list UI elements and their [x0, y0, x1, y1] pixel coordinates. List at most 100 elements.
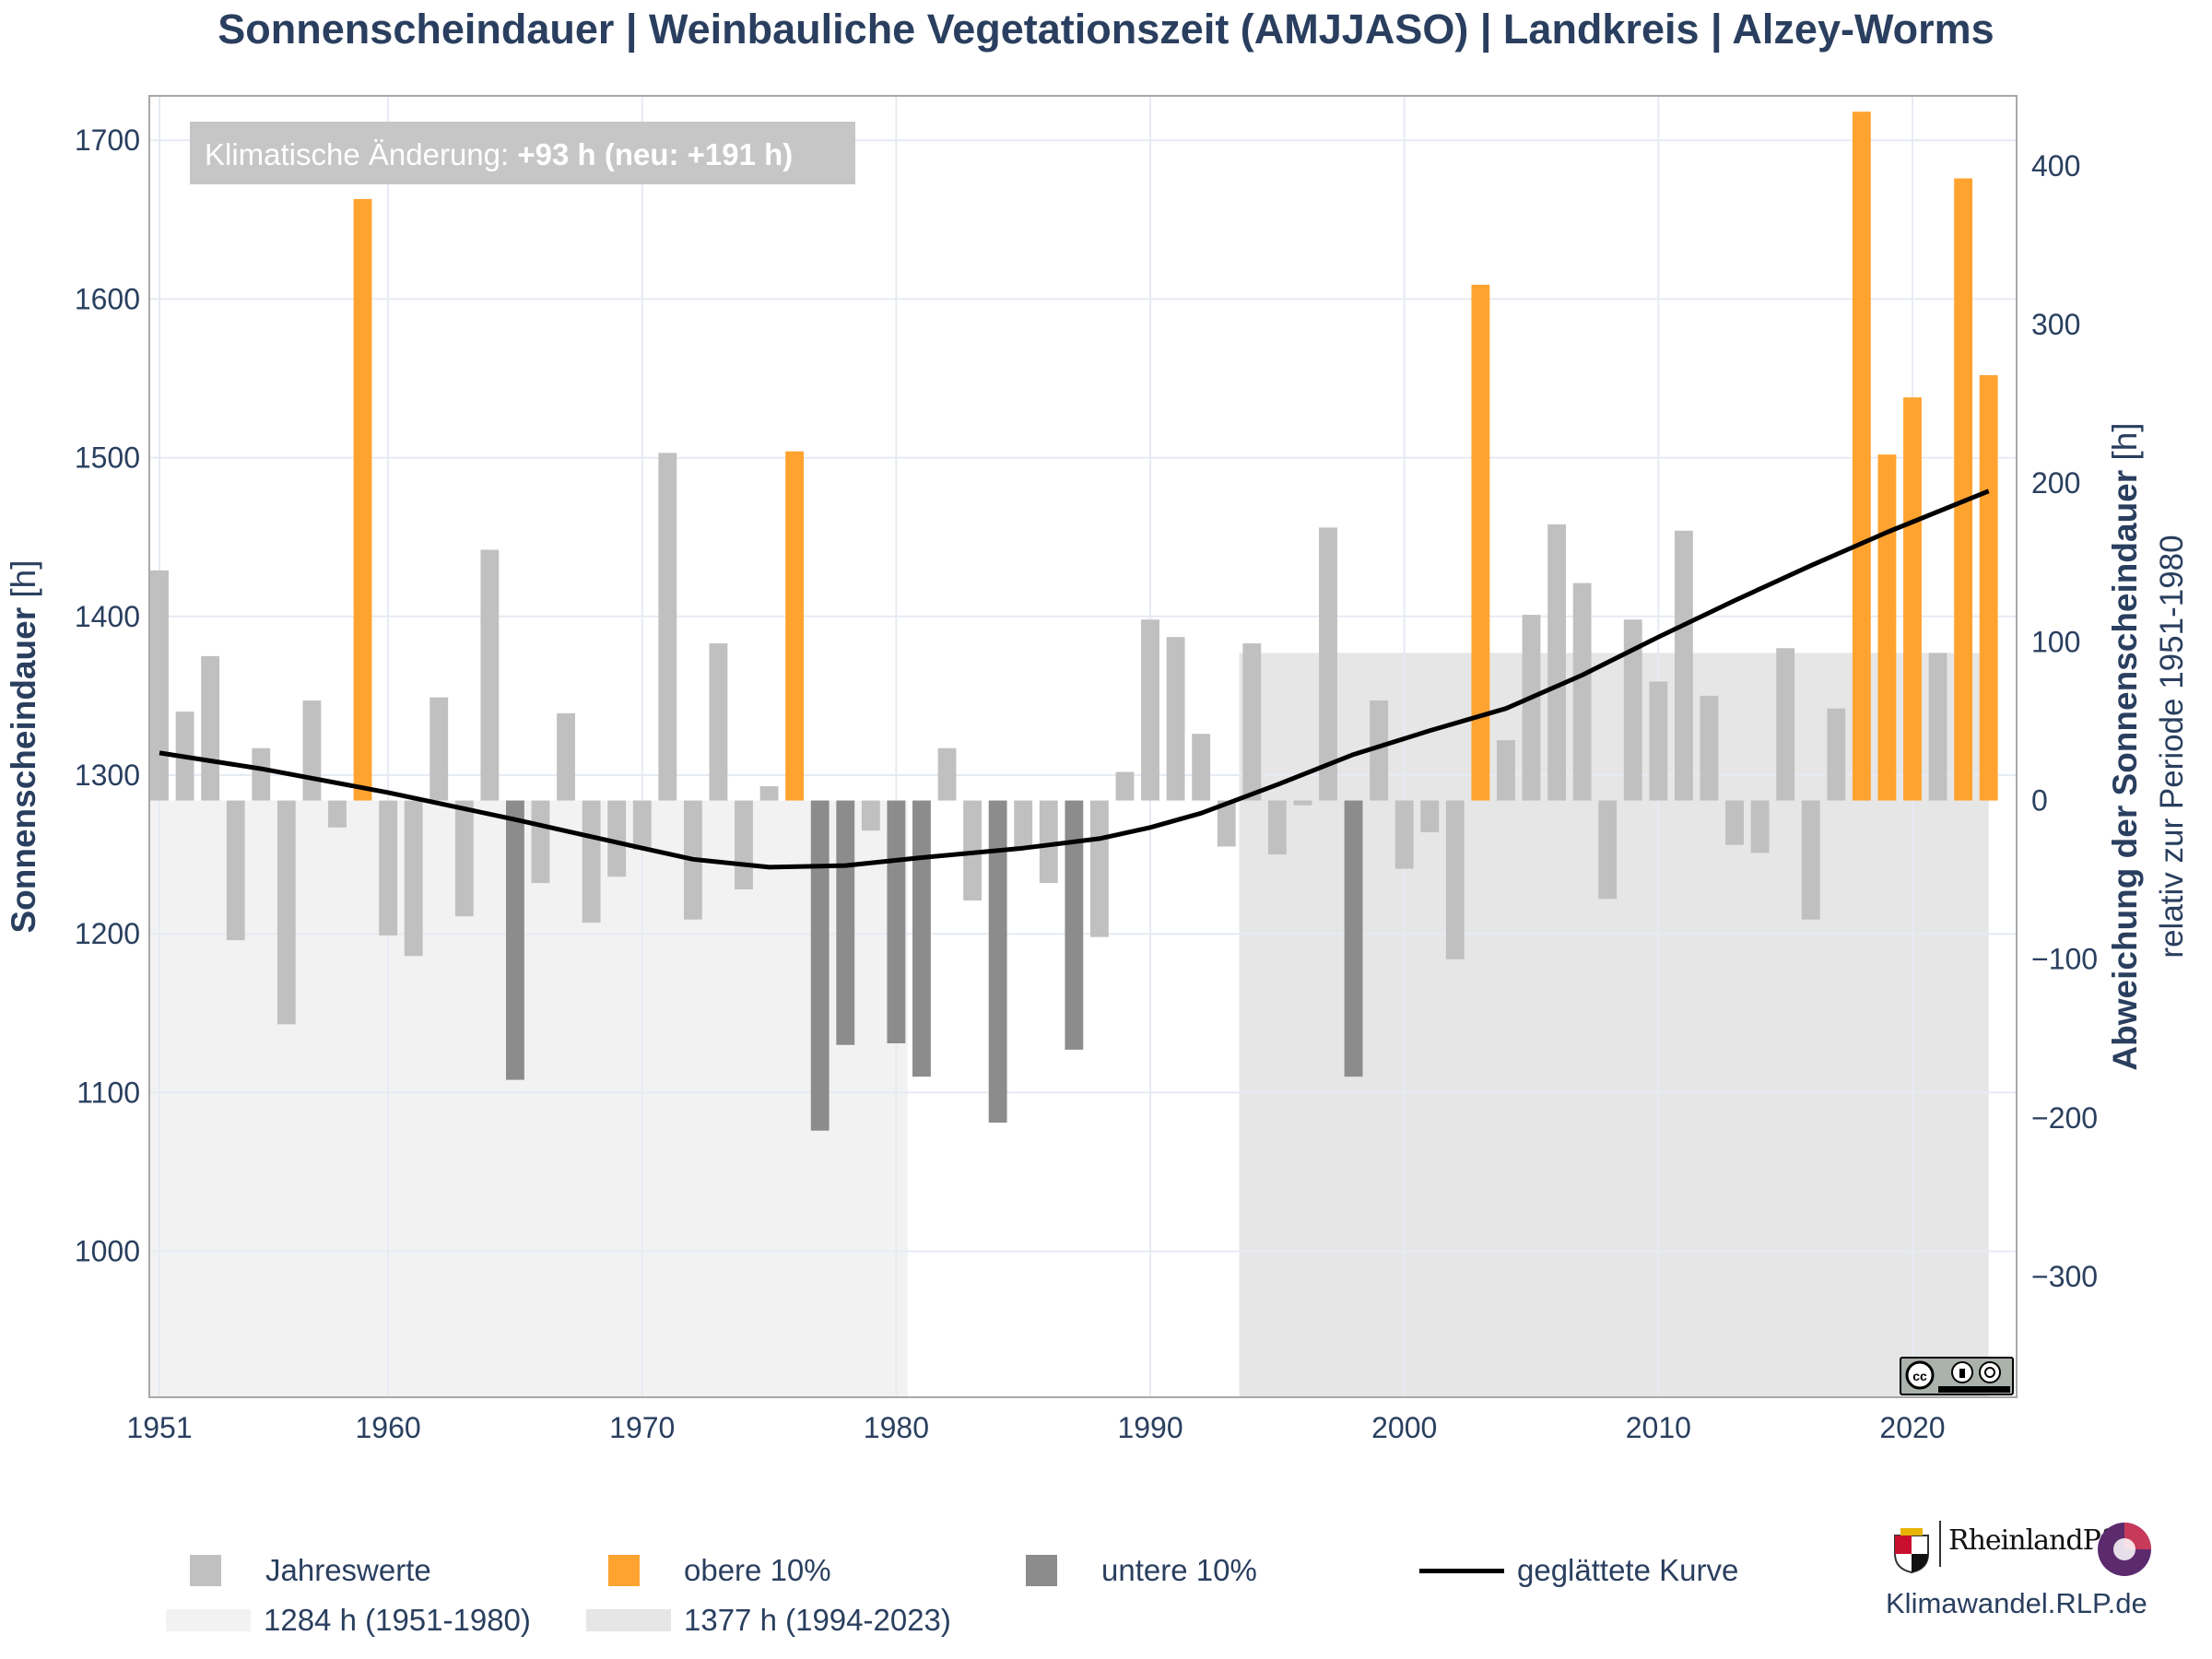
bar-1977 [810, 800, 830, 1131]
bar-1958 [328, 800, 347, 828]
smoothed-curve [159, 488, 1990, 870]
legend-label-untere: untere 10% [1101, 1553, 1257, 1587]
y-tick-label: 1700 [75, 124, 140, 157]
bar-1991 [1166, 637, 1185, 801]
annotation-text: Klimatische Änderung: +93 h (neu: +191 h… [205, 137, 793, 171]
y-tick-label: 1500 [75, 441, 140, 475]
bar-1987 [1065, 800, 1084, 1050]
bar-1954 [226, 800, 245, 941]
bar-1970 [632, 800, 652, 850]
bar-1962 [429, 697, 449, 801]
bar-1988 [1089, 800, 1109, 937]
y2-tick-label: 300 [2031, 308, 2080, 341]
y2-tick-label: 400 [2031, 149, 2080, 182]
bar-2015 [1776, 648, 1795, 801]
bar-1965 [506, 800, 524, 1080]
bar-1979 [861, 800, 880, 831]
svg-text:cc: cc [1912, 1369, 1927, 1383]
bar-1985 [1014, 800, 1033, 849]
legend: Jahreswerte obere 10% untere 10% geglätt… [0, 1539, 2212, 1659]
bar-1956 [276, 800, 296, 1025]
legend-item-untere[interactable]: untere 10% [1026, 1550, 1257, 1591]
baseline-band-1951-1980 [147, 800, 908, 1397]
bar-2007 [1572, 582, 1592, 801]
legend-item-jahreswerte[interactable]: Jahreswerte [190, 1550, 431, 1591]
bar-2022 [1954, 178, 1973, 801]
y2-axis-sublabel: relativ zur Periode 1951-1980 [2154, 535, 2190, 958]
x-tick-label: 1990 [1117, 1411, 1182, 1444]
y2-tick-label: −200 [2031, 1101, 2098, 1135]
y-tick-label: 1400 [75, 600, 140, 633]
site-url[interactable]: Klimawandel.RLP.de [1886, 1587, 2147, 1619]
legend-label-band1: 1284 h (1951-1980) [264, 1603, 531, 1637]
bar-1981 [912, 800, 931, 1077]
bar-1992 [1192, 734, 1211, 801]
bar-2005 [1522, 615, 1541, 801]
legend-item-geglaettet[interactable]: geglättete Kurve [1419, 1550, 1738, 1591]
bar-1982 [937, 747, 957, 801]
legend-item-band-1951-1980[interactable]: 1284 h (1951-1980) [166, 1600, 531, 1641]
branding-divider [1939, 1521, 1941, 1567]
plot-frame [148, 95, 2018, 1398]
legend-item-obere[interactable]: obere 10% [608, 1550, 831, 1591]
bar-2013 [1725, 800, 1744, 845]
bar-2016 [1801, 800, 1820, 920]
bar-2004 [1497, 740, 1515, 801]
bar-1998 [1344, 800, 1363, 1077]
bar-1996 [1293, 800, 1312, 806]
bar-1995 [1267, 800, 1287, 855]
bar-1993 [1217, 800, 1236, 847]
bar-1961 [404, 800, 423, 957]
x-tick-label: 2010 [1626, 1411, 1691, 1444]
legend-swatch-band1 [166, 1609, 251, 1631]
bar-1971 [658, 453, 677, 801]
legend-label-geglaettet: geglättete Kurve [1517, 1553, 1739, 1587]
bar-1986 [1039, 800, 1058, 884]
y2-tick-label: 200 [2031, 466, 2080, 500]
legend-label-band2: 1377 h (1994-2023) [684, 1603, 951, 1637]
legend-label-obere: obere 10% [684, 1553, 831, 1587]
y-tick-label: 1100 [76, 1076, 140, 1109]
bar-1951 [150, 570, 169, 801]
coat-of-arms-icon [1894, 1528, 1929, 1574]
bar-1990 [1141, 619, 1159, 801]
x-tick-label: 1960 [356, 1411, 421, 1444]
bar-1978 [836, 800, 855, 1045]
bar-2018 [1852, 112, 1871, 801]
legend-item-band-1994-2023[interactable]: 1377 h (1994-2023) [586, 1600, 951, 1641]
legend-label-jahreswerte: Jahreswerte [265, 1553, 431, 1587]
y-axis-label: Sonnenscheindauer [h] [5, 559, 42, 933]
y2-tick-label: 100 [2031, 625, 2080, 658]
cc-by-sa-icon: cc [1900, 1357, 2014, 1395]
bar-2011 [1674, 530, 1693, 801]
bar-1976 [785, 451, 805, 801]
y2-tick-label: 0 [2031, 784, 2048, 818]
bar-1980 [887, 800, 906, 1044]
bar-1966 [531, 800, 550, 884]
bar-1967 [557, 712, 575, 801]
chart-title: Sonnenscheindauer | Weinbauliche Vegetat… [218, 6, 1994, 53]
bar-1984 [988, 800, 1007, 1124]
legend-swatch-upper [608, 1555, 640, 1586]
annotation-box [190, 122, 855, 184]
bar-1955 [252, 747, 271, 801]
bar-1994 [1242, 643, 1262, 801]
y-tick-label: 1600 [75, 282, 140, 315]
bar-2010 [1649, 681, 1668, 801]
legend-swatch-normal [190, 1555, 221, 1586]
y2-axis-label: Abweichung der Sonnenscheindauer [h] [2106, 422, 2144, 1070]
bar-2012 [1700, 695, 1719, 801]
klimafolgen-anpassung-icon [2098, 1523, 2151, 1576]
bar-1957 [302, 700, 322, 801]
bar-1960 [379, 800, 398, 935]
bar-1975 [759, 786, 779, 801]
bar-2023 [1979, 375, 1998, 801]
bar-1997 [1319, 527, 1337, 801]
bar-1983 [963, 800, 982, 901]
x-tick-label: 2020 [1879, 1411, 1945, 1444]
branding: RheinlandPfalz Klimawandel.RLP.de [1886, 1517, 2162, 1655]
y-tick-label: 1000 [75, 1235, 140, 1268]
y2-tick-label: −100 [2031, 943, 2098, 976]
bar-2021 [1928, 653, 1947, 801]
